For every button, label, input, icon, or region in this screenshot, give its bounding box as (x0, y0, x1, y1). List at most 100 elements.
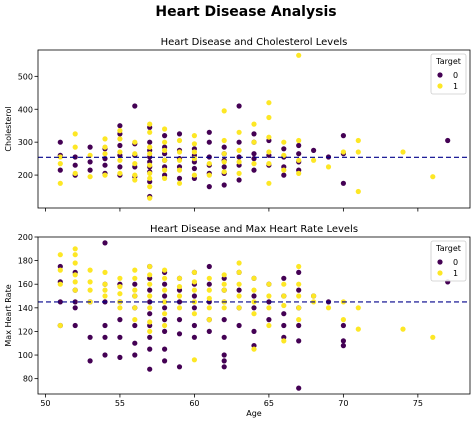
data-point (206, 172, 212, 178)
data-point (162, 311, 168, 317)
data-point (251, 275, 257, 281)
data-point (221, 159, 227, 165)
data-point (132, 281, 138, 287)
data-point (266, 161, 272, 167)
data-point (296, 137, 302, 144)
data-point (117, 142, 123, 149)
data-point (191, 165, 197, 172)
data-point (132, 139, 138, 145)
data-point (117, 317, 123, 323)
data-point (325, 305, 332, 311)
data-point (102, 322, 108, 329)
data-point (117, 164, 123, 170)
data-point (251, 311, 257, 317)
data-point (236, 281, 242, 287)
data-point (221, 317, 227, 323)
data-point (266, 100, 272, 106)
data-point (281, 322, 287, 329)
data-point (147, 346, 153, 352)
data-point (266, 305, 272, 311)
data-point (147, 293, 153, 299)
data-point (147, 162, 153, 168)
data-point (162, 133, 168, 139)
data-point (132, 287, 138, 293)
data-point (206, 281, 212, 287)
data-point (117, 149, 123, 155)
data-point (251, 328, 257, 334)
data-point (340, 133, 346, 139)
data-point (266, 149, 272, 155)
data-point (102, 287, 108, 293)
data-point (206, 263, 212, 270)
data-point (236, 177, 242, 183)
data-point (296, 142, 302, 149)
data-point (87, 159, 93, 165)
data-point (162, 167, 168, 173)
data-point (147, 319, 153, 325)
data-point (162, 281, 168, 287)
legend-entry: 0 (453, 71, 458, 80)
data-point (147, 305, 153, 311)
data-point (87, 279, 93, 285)
data-point (281, 293, 287, 299)
data-point (251, 346, 257, 352)
data-point (132, 352, 138, 358)
legend-title: Target (435, 244, 461, 253)
data-point (117, 123, 123, 129)
data-point (296, 385, 302, 391)
data-point (117, 284, 123, 290)
data-point (147, 281, 153, 287)
data-point (236, 139, 242, 145)
y-tick-label: 300 (18, 138, 33, 147)
legend-entry: 0 (453, 258, 458, 267)
data-point (147, 175, 153, 181)
data-point (132, 305, 138, 311)
data-point (57, 267, 63, 273)
data-point (191, 311, 197, 317)
data-point (176, 167, 183, 173)
data-point (147, 139, 153, 145)
data-point (72, 299, 78, 305)
data-point (162, 322, 168, 329)
data-point (281, 167, 287, 173)
x-tick-label: 60 (189, 399, 199, 408)
data-point (117, 354, 123, 360)
data-point (221, 272, 227, 278)
data-point (176, 137, 183, 144)
data-point (176, 275, 183, 281)
data-point (340, 338, 346, 344)
legend-marker (437, 259, 443, 265)
data-point (87, 152, 93, 158)
data-point (221, 151, 227, 157)
data-point (57, 154, 63, 160)
data-point (132, 322, 138, 329)
series-target-1 (57, 52, 436, 201)
data-point (206, 328, 212, 334)
data-point (102, 269, 108, 275)
data-point (147, 272, 153, 278)
data-point (236, 269, 242, 275)
data-point (191, 269, 197, 275)
y-tick-label: 400 (18, 105, 33, 114)
data-point (176, 180, 183, 186)
data-point (296, 287, 302, 293)
data-point (57, 180, 63, 186)
data-point (340, 180, 346, 186)
plot-frame (37, 49, 471, 209)
data-point (296, 157, 302, 163)
data-point (132, 267, 138, 273)
data-point (311, 293, 317, 299)
data-point (162, 139, 168, 145)
data-point (117, 136, 123, 142)
data-point (176, 131, 183, 137)
data-point (281, 338, 287, 344)
chart-title: Heart Disease and Cholesterol Levels (161, 37, 348, 48)
data-point (102, 172, 108, 178)
data-point (162, 317, 168, 323)
data-point (72, 252, 78, 258)
data-point (236, 287, 242, 293)
data-point (296, 52, 302, 58)
data-point (176, 331, 183, 337)
data-point (400, 149, 406, 155)
